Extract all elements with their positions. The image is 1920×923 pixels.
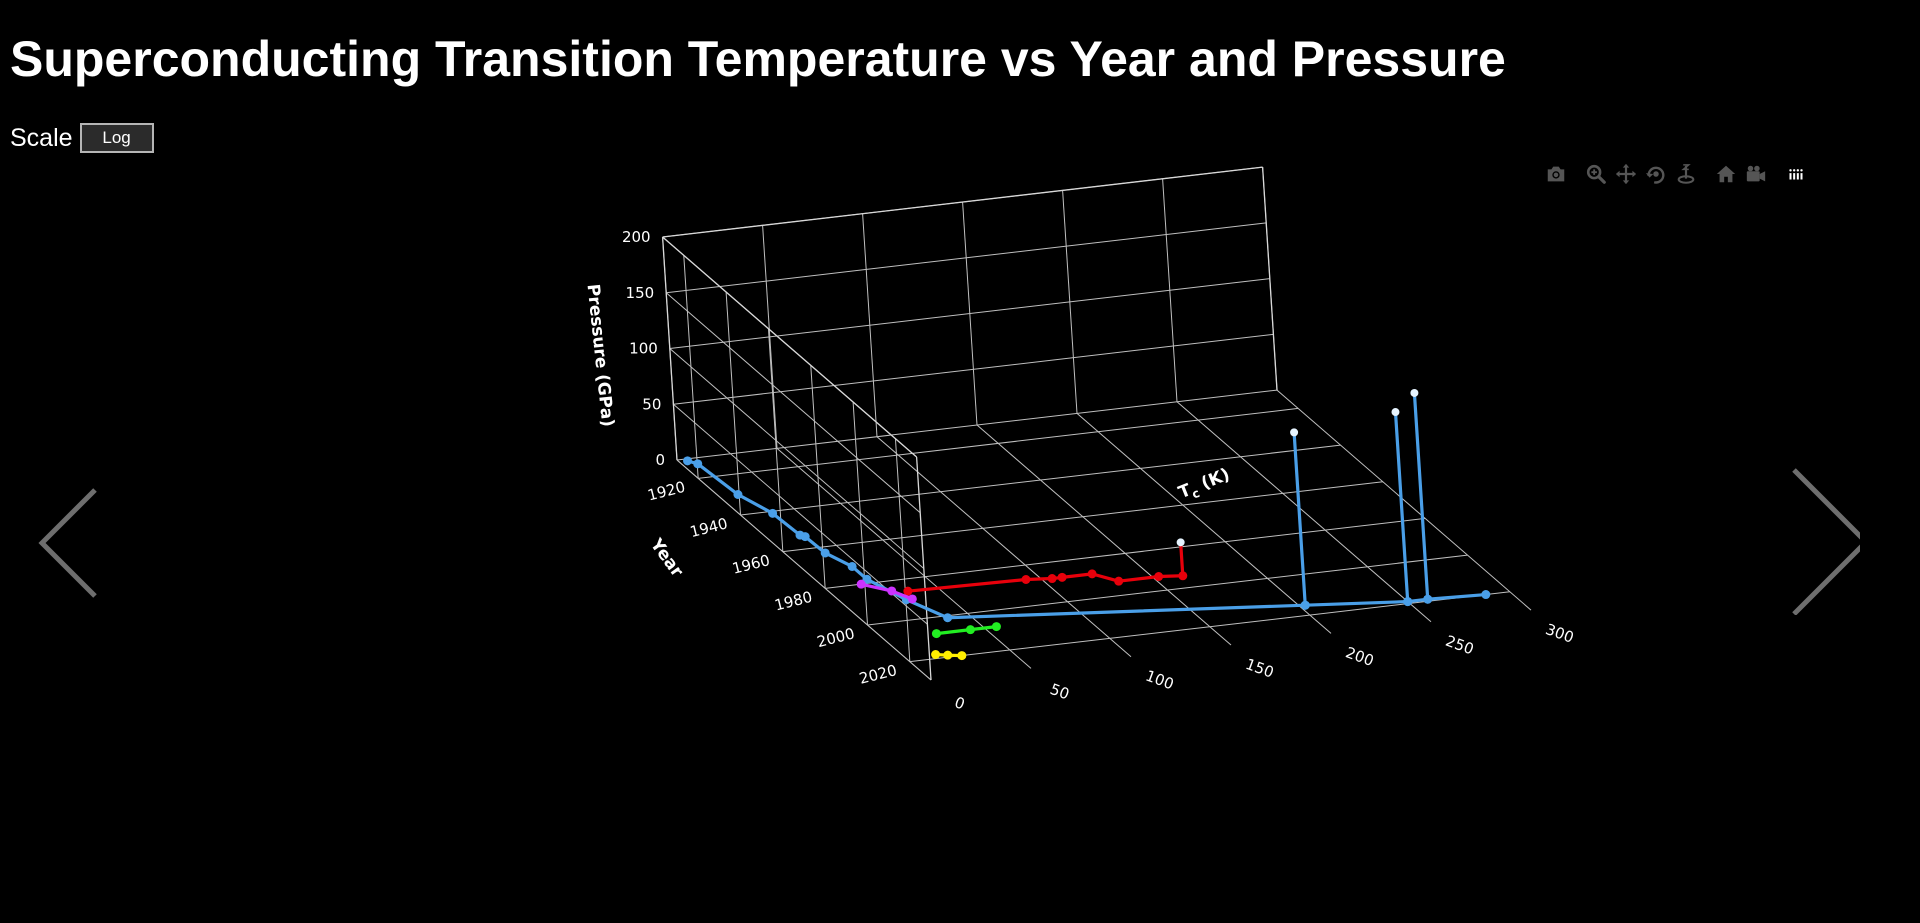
- axis-edge: [661, 236, 678, 461]
- data-point: [1178, 571, 1188, 581]
- data-point: [768, 508, 778, 518]
- x-tick-label: 300: [1543, 620, 1576, 647]
- data-point: [856, 579, 866, 589]
- turntable-rotation-icon[interactable]: [1674, 162, 1698, 186]
- reset-camera-home-icon[interactable]: [1714, 162, 1738, 186]
- scale-control: Scale Log: [10, 123, 154, 153]
- data-point: [1057, 572, 1067, 582]
- data-point: [991, 622, 1001, 632]
- scale-toggle-button[interactable]: Log: [79, 123, 154, 153]
- pan-icon[interactable]: [1614, 162, 1638, 186]
- z-tick-label: 100: [629, 340, 658, 358]
- grid-line: [673, 333, 1274, 405]
- data-point: [887, 586, 897, 596]
- data-point: [931, 650, 941, 660]
- series-line-0: [687, 391, 1486, 620]
- y-tick-label: 1960: [730, 551, 771, 578]
- axis-edge: [662, 166, 1263, 238]
- data-point: [693, 459, 703, 469]
- chart-3d-scene[interactable]: 0 50 100 150 200 250 3001920194019601980200020…: [0, 160, 1920, 720]
- axis-edge: [1261, 167, 1278, 391]
- grid-line: [666, 222, 1267, 294]
- y-tick-label: 2000: [815, 624, 856, 651]
- data-point: [1391, 408, 1400, 417]
- data-point: [1021, 574, 1031, 584]
- camera-icon[interactable]: [1544, 162, 1568, 186]
- z-tick-label: 50: [642, 395, 661, 413]
- grid-line: [782, 481, 1383, 553]
- grid-line: [676, 389, 1278, 461]
- data-point: [800, 532, 810, 542]
- x-tick-label: 200: [1343, 643, 1376, 670]
- grid-line: [876, 436, 1132, 658]
- x-tick-label: 150: [1243, 655, 1276, 682]
- grid-line: [825, 517, 1426, 589]
- grid-line: [867, 554, 1468, 626]
- data-point: [1403, 597, 1413, 607]
- data-point: [1481, 590, 1491, 600]
- grid-line: [665, 292, 921, 514]
- grid-line: [1076, 413, 1332, 634]
- x-tick-label: 0: [952, 693, 967, 713]
- data-point: [903, 586, 913, 596]
- axis-edge: [915, 456, 932, 681]
- scale-label: Scale: [10, 123, 73, 152]
- z-tick-label: 150: [626, 284, 655, 302]
- grid-line: [1276, 389, 1532, 611]
- data-point: [1300, 600, 1310, 610]
- page-title: Superconducting Transition Temperature v…: [10, 31, 1506, 87]
- data-point: [1423, 594, 1433, 604]
- data-point: [1087, 569, 1097, 579]
- grid-line: [740, 444, 1341, 516]
- x-tick-label: 50: [1048, 680, 1072, 703]
- chevron-left-icon[interactable]: [20, 460, 100, 620]
- chart-3d-area[interactable]: 0 50 100 150 200 250 300 1920 1940 1960 1980 2000 20…: [0, 160, 1920, 720]
- data-point: [820, 548, 830, 558]
- grid-line: [669, 278, 1270, 349]
- plotly-logo-icon[interactable]: [1784, 162, 1808, 186]
- data-point: [931, 629, 941, 639]
- axis-edge: [662, 236, 918, 458]
- data-point: [1047, 574, 1057, 584]
- y-tick-label: 1920: [646, 478, 687, 505]
- data-point: [965, 625, 975, 635]
- x-tick-label: 100: [1143, 667, 1176, 694]
- data-point: [907, 594, 917, 604]
- z-tick-label: 0: [655, 451, 665, 469]
- grid-line: [676, 459, 932, 681]
- z-tick-label: 200: [622, 228, 651, 246]
- zoom-icon[interactable]: [1584, 162, 1608, 186]
- data-point: [1114, 576, 1124, 586]
- data-point: [733, 489, 743, 499]
- data-point: [1176, 538, 1185, 547]
- chevron-right-icon[interactable]: [1780, 455, 1870, 616]
- y-axis-title: Year: [645, 534, 687, 581]
- data-point: [957, 651, 967, 661]
- orbit-rotation-icon[interactable]: [1644, 162, 1668, 186]
- grid-line: [776, 447, 1032, 669]
- y-tick-label: 1980: [773, 588, 814, 615]
- grid-line: [669, 348, 925, 569]
- z-axis-title: Pressure (GPa): [583, 283, 618, 428]
- grid-line: [698, 407, 1299, 479]
- x-tick-label: 250: [1443, 632, 1476, 659]
- data-point: [1154, 572, 1164, 582]
- data-point: [943, 613, 953, 623]
- y-tick-label: 2020: [857, 661, 898, 688]
- reset-camera-last-save-icon[interactable]: [1744, 162, 1768, 186]
- data-point: [1290, 428, 1299, 437]
- series-line-1: [907, 542, 1185, 593]
- grid-line: [1176, 401, 1432, 623]
- y-tick-label: 1940: [688, 514, 729, 541]
- data-point: [847, 561, 857, 571]
- data-point: [683, 456, 693, 466]
- data-point: [1410, 388, 1419, 397]
- data-point: [943, 650, 953, 660]
